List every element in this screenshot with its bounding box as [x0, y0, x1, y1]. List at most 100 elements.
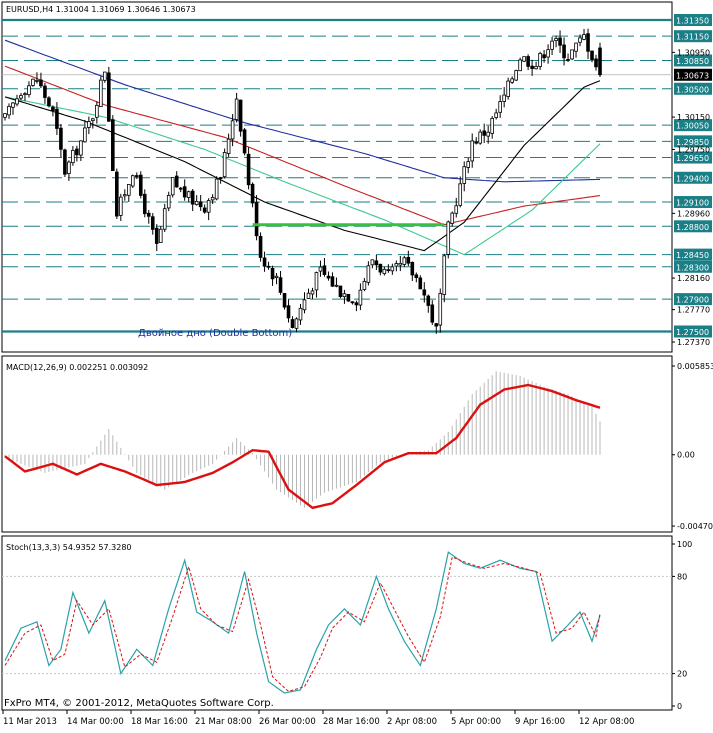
- candles: [3, 28, 602, 334]
- candle: [103, 71, 107, 83]
- candle: [554, 35, 558, 48]
- candle: [374, 254, 379, 271]
- candle: [138, 171, 143, 199]
- time-tick-label: 9 Apr 16:00: [515, 717, 565, 727]
- candle: [550, 36, 554, 56]
- candle: [242, 128, 247, 156]
- price-panel[interactable]: Двойное дно (Double Bottom) EURUSD,H4 1.…: [1, 1, 673, 353]
- time-tick-label: 26 Mar 00:00: [259, 717, 316, 727]
- svg-text:1.31150: 1.31150: [676, 33, 709, 42]
- time-tick-label: 14 Mar 00:00: [67, 717, 124, 727]
- stochastic-tick-label: 20: [677, 670, 687, 679]
- candle: [174, 171, 179, 188]
- candle: [418, 275, 423, 290]
- candle: [314, 271, 319, 298]
- level-label: 1.31350: [674, 14, 712, 26]
- candle: [422, 282, 427, 303]
- candle: [226, 133, 231, 158]
- svg-text:1.27900: 1.27900: [676, 296, 709, 305]
- price-axis: 1.31350 1.31150 1.30850 1.30500 1.30050 1.298…: [672, 14, 712, 347]
- candle: [494, 108, 498, 120]
- level-label: 1.30500: [674, 82, 712, 95]
- macd-tick-label: 0.00: [677, 451, 695, 460]
- candle: [410, 261, 415, 282]
- macd-axis: 0.005853 0.00 -0.004704: [672, 362, 713, 531]
- candle: [206, 198, 211, 221]
- candle: [414, 272, 419, 283]
- candle: [130, 174, 135, 189]
- double-bottom-annotation: Двойное дно (Double Bottom): [138, 328, 292, 339]
- candle: [562, 37, 566, 66]
- candle: [222, 148, 227, 179]
- candle: [19, 93, 23, 101]
- current-price-label: 1.30673: [674, 68, 712, 81]
- stochastic-panel[interactable]: Stoch(13,3,3) 54.9352 57.3280 FxPro MT4,…: [1, 535, 673, 711]
- candle: [310, 287, 315, 300]
- candle: [170, 177, 175, 198]
- candle: [262, 251, 267, 272]
- candle: [134, 172, 139, 179]
- candle: [190, 189, 195, 212]
- candle: [594, 54, 598, 71]
- candle: [47, 96, 51, 108]
- svg-text:1.27500: 1.27500: [676, 328, 709, 337]
- candle: [63, 148, 67, 178]
- stochastic-tick-label: 100: [677, 540, 692, 549]
- price-tick-label: 1.28960: [677, 209, 710, 218]
- stochastic-tick-label: 0: [677, 702, 682, 711]
- svg-text:1.29850: 1.29850: [676, 138, 709, 147]
- candle: [111, 115, 115, 172]
- time-tick-label: 18 Mar 16:00: [131, 717, 188, 727]
- svg-text:1.29650: 1.29650: [676, 154, 709, 163]
- candle: [570, 49, 574, 61]
- candle: [458, 176, 463, 208]
- macd-tick-label: 0.005853: [677, 362, 713, 371]
- candle: [510, 76, 514, 84]
- candle: [370, 259, 375, 269]
- time-tick-label: 11 Mar 2013: [3, 717, 57, 727]
- time-tick-label: 21 Mar 08:00: [195, 717, 252, 727]
- candle: [246, 147, 251, 190]
- moving-average-line: [4, 65, 601, 226]
- candle: [306, 288, 311, 299]
- level-label: 1.28300: [674, 260, 712, 273]
- stochastic-main-line: [4, 551, 601, 694]
- candle: [234, 92, 239, 123]
- price-tick-label: 1.29750: [677, 145, 710, 154]
- candle: [518, 57, 522, 72]
- candle: [430, 300, 435, 325]
- svg-text:1.31350: 1.31350: [676, 17, 709, 26]
- svg-text:1.29100: 1.29100: [676, 199, 709, 208]
- candle: [506, 77, 510, 100]
- candle: [478, 129, 483, 145]
- candle: [126, 184, 131, 203]
- level-label: 1.31150: [674, 30, 712, 43]
- macd-histogram: [4, 371, 601, 508]
- candle: [298, 303, 303, 325]
- svg-text:1.30050: 1.30050: [676, 122, 709, 131]
- candle: [490, 116, 494, 139]
- price-tick-label: 1.27770: [677, 306, 710, 315]
- svg-text:1.28450: 1.28450: [676, 251, 709, 260]
- candle: [238, 99, 243, 137]
- candle: [210, 194, 215, 204]
- candle: [434, 322, 439, 334]
- time-axis: 11 Mar 2013 14 Mar 00:00 18 Mar 16:00 21 Ma…: [2, 710, 634, 727]
- candle: [530, 59, 534, 76]
- candle: [79, 140, 83, 162]
- candle: [150, 213, 155, 235]
- candle: [91, 117, 95, 129]
- macd-title: MACD(12,26,9) 0.002251 0.003092: [6, 363, 148, 372]
- candle: [258, 232, 263, 262]
- time-tick-label: 5 Apr 00:00: [451, 717, 501, 727]
- stochastic-title: Stoch(13,3,3) 54.9352 57.3280: [6, 543, 132, 552]
- candle: [462, 161, 467, 192]
- candle: [3, 113, 7, 121]
- macd-panel[interactable]: MACD(12,26,9) 0.002251 0.003092: [1, 355, 673, 533]
- candle: [266, 261, 271, 270]
- candle: [582, 29, 586, 41]
- svg-text:1.30850: 1.30850: [676, 57, 709, 66]
- candle: [15, 94, 19, 107]
- macd-signal-line: [4, 383, 601, 510]
